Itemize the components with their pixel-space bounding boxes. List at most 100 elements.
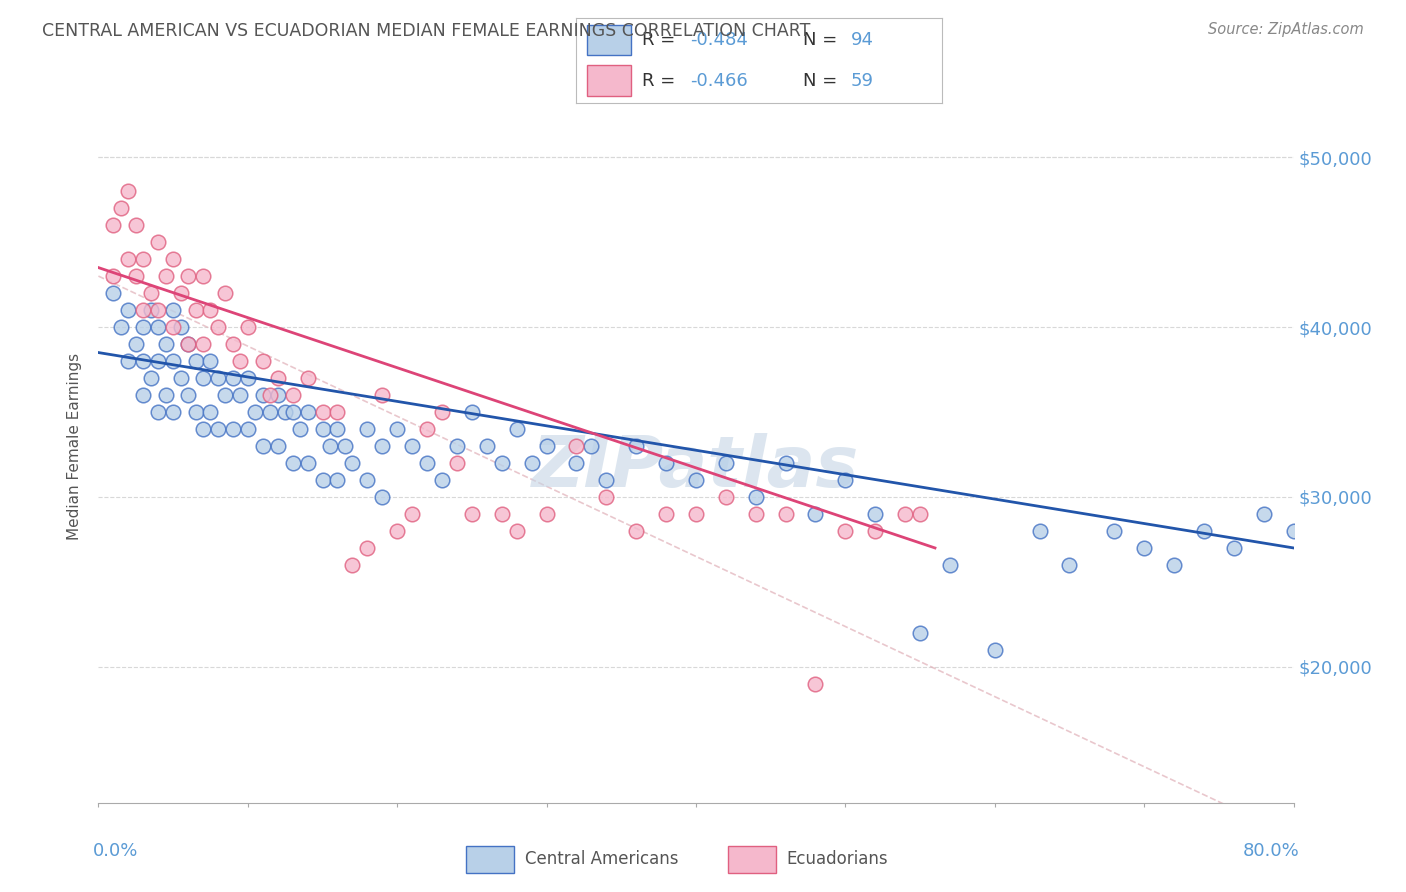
Point: [214, 286, 236, 301]
Point: [162, 405, 184, 419]
Point: [865, 524, 887, 538]
Point: [1223, 541, 1246, 555]
Point: [908, 507, 931, 521]
Point: [177, 337, 200, 351]
Point: [177, 269, 200, 284]
Point: [401, 507, 423, 521]
Point: [236, 371, 259, 385]
Point: [162, 303, 184, 318]
Point: [267, 371, 290, 385]
Point: [297, 456, 319, 470]
Text: -0.484: -0.484: [690, 31, 748, 49]
Point: [274, 405, 297, 419]
Point: [894, 507, 917, 521]
Point: [200, 303, 222, 318]
Point: [1253, 507, 1275, 521]
Point: [125, 269, 148, 284]
Point: [311, 422, 333, 436]
Point: [1133, 541, 1156, 555]
Point: [132, 252, 155, 266]
Point: [259, 388, 281, 402]
Point: [1163, 558, 1185, 572]
Point: [236, 422, 259, 436]
Point: [184, 405, 207, 419]
Point: [984, 643, 1007, 657]
Point: [267, 388, 290, 402]
Point: [184, 303, 207, 318]
Point: [222, 371, 245, 385]
Text: 0.0%: 0.0%: [93, 842, 138, 860]
Point: [1104, 524, 1126, 538]
Point: [191, 371, 214, 385]
Point: [371, 388, 394, 402]
Point: [804, 677, 827, 691]
Point: [103, 269, 125, 284]
Text: N =: N =: [803, 31, 844, 49]
Point: [536, 439, 558, 453]
Point: [259, 405, 281, 419]
Point: [1192, 524, 1215, 538]
Point: [139, 286, 162, 301]
Point: [200, 354, 222, 368]
Point: [655, 507, 678, 521]
Point: [775, 456, 797, 470]
Bar: [588, 65, 631, 95]
Text: 59: 59: [851, 71, 873, 89]
Point: [117, 303, 139, 318]
Point: [834, 524, 856, 538]
Point: [162, 320, 184, 334]
Bar: [588, 25, 631, 55]
Point: [155, 269, 177, 284]
Text: CENTRAL AMERICAN VS ECUADORIAN MEDIAN FEMALE EARNINGS CORRELATION CHART: CENTRAL AMERICAN VS ECUADORIAN MEDIAN FE…: [42, 22, 810, 40]
Text: 80.0%: 80.0%: [1243, 842, 1299, 860]
Point: [132, 320, 155, 334]
Point: [103, 286, 125, 301]
Point: [139, 371, 162, 385]
Point: [475, 439, 498, 453]
Point: [333, 439, 356, 453]
Point: [356, 473, 378, 487]
Point: [401, 439, 423, 453]
Point: [430, 405, 453, 419]
Text: R =: R =: [643, 31, 682, 49]
Point: [491, 456, 513, 470]
Point: [148, 320, 170, 334]
Text: ZIPatlas: ZIPatlas: [533, 433, 859, 502]
Point: [229, 388, 252, 402]
Point: [297, 371, 319, 385]
Point: [207, 422, 229, 436]
Point: [1028, 524, 1050, 538]
Point: [416, 422, 439, 436]
Point: [326, 473, 349, 487]
Point: [177, 388, 200, 402]
Text: -0.466: -0.466: [690, 71, 748, 89]
Point: [685, 473, 707, 487]
Point: [371, 439, 394, 453]
Point: [804, 507, 827, 521]
Point: [565, 439, 588, 453]
Point: [200, 405, 222, 419]
Point: [117, 354, 139, 368]
Point: [536, 507, 558, 521]
Point: [222, 422, 245, 436]
Point: [162, 252, 184, 266]
Point: [626, 524, 648, 538]
Point: [655, 456, 678, 470]
Text: Central Americans: Central Americans: [524, 849, 678, 868]
Point: [356, 422, 378, 436]
Text: 94: 94: [851, 31, 873, 49]
Point: [595, 473, 617, 487]
Point: [155, 337, 177, 351]
Point: [865, 507, 887, 521]
Point: [169, 286, 191, 301]
Point: [117, 184, 139, 198]
Point: [110, 201, 132, 215]
Point: [685, 507, 707, 521]
Point: [252, 388, 274, 402]
Point: [714, 490, 737, 504]
Point: [775, 507, 797, 521]
Point: [191, 337, 214, 351]
Point: [191, 269, 214, 284]
Point: [207, 371, 229, 385]
Point: [281, 405, 304, 419]
